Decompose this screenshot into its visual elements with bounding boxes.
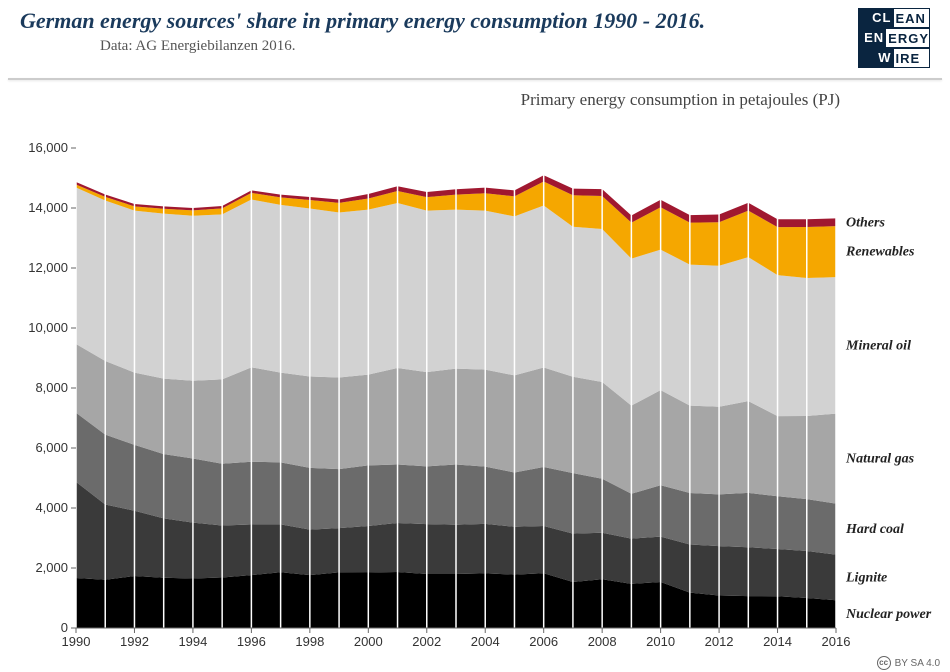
series-label-mineral-oil: Mineral oil xyxy=(845,338,911,353)
y-tick-label: 2,000 xyxy=(35,560,68,575)
x-tick-label: 1992 xyxy=(120,634,149,649)
chart-title: German energy sources' share in primary … xyxy=(20,8,930,34)
header-divider xyxy=(8,78,942,80)
header: German energy sources' share in primary … xyxy=(0,0,950,72)
y-tick-label: 10,000 xyxy=(28,320,68,335)
series-label-nuclear-power: Nuclear power xyxy=(845,607,932,622)
x-tick-label: 1994 xyxy=(178,634,207,649)
clean-energy-wire-logo: CLEAN ENERGY WIRE xyxy=(858,8,930,68)
series-label-renewables: Renewables xyxy=(845,245,915,260)
x-tick-label: 2006 xyxy=(529,634,558,649)
y-tick-label: 14,000 xyxy=(28,200,68,215)
series-label-natural-gas: Natural gas xyxy=(845,452,915,467)
cc-icon: cc xyxy=(877,656,891,670)
chart-subtitle: Primary energy consumption in petajoules… xyxy=(521,90,840,110)
chart-container: Primary energy consumption in petajoules… xyxy=(10,90,940,650)
y-tick-label: 4,000 xyxy=(35,500,68,515)
y-tick-label: 6,000 xyxy=(35,440,68,455)
x-tick-label: 2012 xyxy=(705,634,734,649)
series-label-others: Others xyxy=(846,215,885,230)
x-tick-label: 2010 xyxy=(646,634,675,649)
y-tick-label: 12,000 xyxy=(28,260,68,275)
x-tick-label: 2004 xyxy=(471,634,500,649)
license-text: BY SA 4.0 xyxy=(895,658,940,669)
y-tick-label: 8,000 xyxy=(35,380,68,395)
series-label-lignite: Lignite xyxy=(845,570,887,585)
y-tick-label: 0 xyxy=(61,620,68,635)
chart-data-source: Data: AG Energiebilanzen 2016. xyxy=(100,38,930,55)
y-tick-label: 16,000 xyxy=(28,140,68,155)
x-tick-label: 2002 xyxy=(412,634,441,649)
x-tick-label: 2016 xyxy=(822,634,851,649)
x-tick-label: 1996 xyxy=(237,634,266,649)
x-tick-label: 2014 xyxy=(763,634,792,649)
license-footer: cc BY SA 4.0 xyxy=(877,656,940,670)
stacked-area-chart: 1990 1992 1994 1996 1998 2000 2002 2004 2006 2008… xyxy=(10,108,940,653)
x-tick-label: 1990 xyxy=(62,634,91,649)
x-tick-label: 2000 xyxy=(354,634,383,649)
x-tick-label: 1998 xyxy=(295,634,324,649)
x-tick-label: 2008 xyxy=(588,634,617,649)
series-label-hard-coal: Hard coal xyxy=(845,522,904,537)
